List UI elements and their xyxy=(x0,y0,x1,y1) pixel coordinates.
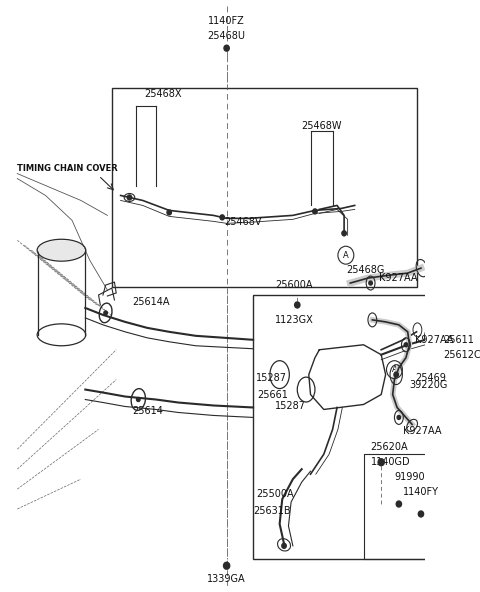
Circle shape xyxy=(397,416,401,419)
Text: 91990: 91990 xyxy=(395,472,425,482)
Text: 25468V: 25468V xyxy=(224,217,262,227)
Text: 25600A: 25600A xyxy=(275,280,312,290)
Text: 1140FZ: 1140FZ xyxy=(208,17,245,26)
Text: 25661: 25661 xyxy=(258,390,288,400)
Circle shape xyxy=(394,372,398,377)
Circle shape xyxy=(313,209,317,214)
Text: K927AA: K927AA xyxy=(379,273,418,283)
Text: 25468W: 25468W xyxy=(302,121,342,131)
Text: 1339GA: 1339GA xyxy=(207,574,246,584)
Circle shape xyxy=(282,543,286,548)
Text: 25611: 25611 xyxy=(443,335,474,345)
Text: A: A xyxy=(392,365,397,374)
Text: 25631B: 25631B xyxy=(253,506,291,516)
Circle shape xyxy=(342,231,346,236)
Text: A: A xyxy=(343,250,349,260)
Circle shape xyxy=(167,210,171,215)
Circle shape xyxy=(295,302,300,308)
Text: 25612C: 25612C xyxy=(443,350,480,360)
Ellipse shape xyxy=(38,240,85,260)
Circle shape xyxy=(404,343,408,347)
Bar xyxy=(253,295,480,559)
Text: TIMING CHAIN COVER: TIMING CHAIN COVER xyxy=(17,164,118,173)
Text: 25468U: 25468U xyxy=(208,31,246,41)
Text: 25469: 25469 xyxy=(415,372,445,382)
Text: 25614: 25614 xyxy=(132,407,163,416)
Circle shape xyxy=(104,311,108,315)
Text: 25468X: 25468X xyxy=(144,89,182,99)
Circle shape xyxy=(127,195,132,200)
Bar xyxy=(363,454,480,559)
Text: 39220G: 39220G xyxy=(409,379,448,390)
Circle shape xyxy=(378,459,384,466)
Text: 25614A: 25614A xyxy=(132,297,169,307)
Circle shape xyxy=(220,215,225,220)
Text: 1140FY: 1140FY xyxy=(403,487,439,497)
Text: 15287: 15287 xyxy=(275,401,306,411)
Circle shape xyxy=(224,45,229,51)
Text: 15287: 15287 xyxy=(256,372,287,382)
Text: 1140GD: 1140GD xyxy=(371,457,410,467)
Circle shape xyxy=(429,334,434,340)
Text: 25620A: 25620A xyxy=(371,442,408,452)
Text: K927AA: K927AA xyxy=(403,426,442,436)
Circle shape xyxy=(224,562,230,570)
Circle shape xyxy=(418,511,423,517)
Text: 25500A: 25500A xyxy=(256,489,293,499)
Circle shape xyxy=(396,501,401,507)
Bar xyxy=(112,88,417,287)
Text: 25468G: 25468G xyxy=(346,265,384,275)
Text: K927AA: K927AA xyxy=(415,335,453,345)
Text: 1123GX: 1123GX xyxy=(275,315,314,325)
Circle shape xyxy=(369,281,372,285)
Circle shape xyxy=(136,397,140,401)
